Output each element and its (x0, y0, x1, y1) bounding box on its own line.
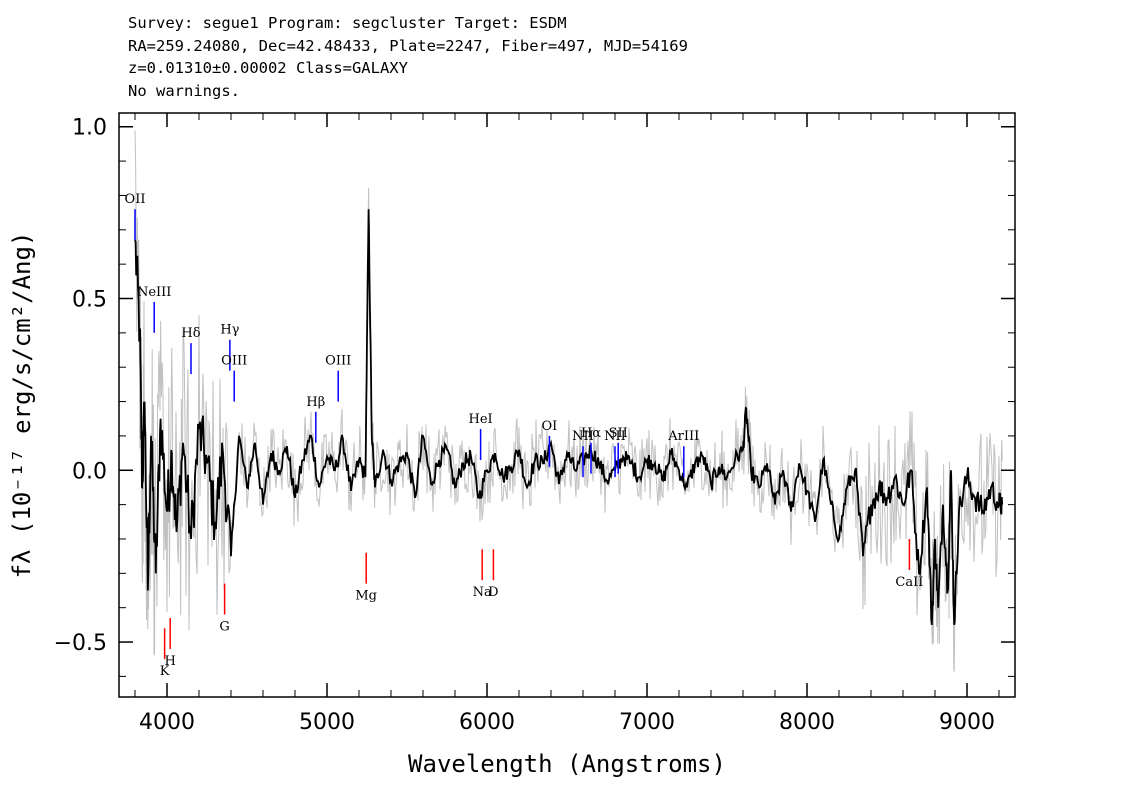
x-tick-label: 6000 (459, 710, 515, 735)
axis-ticks: 4000 5000 6000 7000 8000 9000 1.0 0.5 0.0 −0.5 (54, 113, 1015, 735)
absorption-line-label: CaII (895, 575, 923, 590)
emission-line-label: SII (609, 426, 628, 441)
emission-line-label: Hα (581, 426, 601, 441)
y-tick-label: 1.0 (72, 116, 107, 141)
plot-frame (118, 112, 1016, 698)
flux-spectrum (134, 209, 1004, 626)
x-tick-label: 7000 (619, 710, 675, 735)
emission-line-label: HeI (469, 412, 493, 427)
x-tick-label: 9000 (939, 710, 995, 735)
y-axis-label: fλ (10⁻¹⁷ erg/s/cm²/Ang) (8, 232, 36, 579)
emission-line-label: Hδ (181, 326, 200, 341)
absorption-line-label: G (219, 620, 229, 635)
absorption-line-label: K (160, 664, 170, 679)
x-axis-label: Wavelength (Angstroms) (408, 750, 726, 778)
y-tick-label: −0.5 (54, 631, 107, 656)
y-tick-label: 0.5 (72, 288, 107, 313)
absorption-line-label: D (488, 585, 498, 600)
x-tick-label: 8000 (779, 710, 835, 735)
emission-line-label: NeIII (137, 285, 171, 300)
header-survey-line: Survey: segue1 Program: segcluster Targe… (128, 14, 567, 32)
emission-line-label: NII (604, 429, 626, 444)
x-tick-label: 5000 (299, 710, 355, 735)
x-tick-label: 4000 (139, 710, 195, 735)
emission-line-label: OII (125, 192, 146, 207)
absorption-line-label: H (165, 654, 176, 669)
emission-line-label: OIII (221, 354, 247, 369)
flux-series-line (134, 209, 1004, 626)
y-tick-label: 0.0 (72, 459, 107, 484)
header-redshift-line: z=0.01310±0.00002 Class=GALAXY (128, 59, 408, 77)
emission-line-label: OI (542, 419, 558, 434)
absorption-line-label: Mg (355, 589, 377, 604)
emission-line-label: OIII (325, 354, 351, 369)
absorption-line-label: Na (473, 585, 492, 600)
header-coordinates-line: RA=259.24080, Dec=42.48433, Plate=2247, … (128, 36, 688, 55)
emission-line-label: Hβ (306, 395, 325, 410)
error-spectrum (134, 130, 1003, 672)
spectrum-header: Survey: segue1 Program: segcluster Targe… (128, 12, 688, 102)
error-series-line (134, 130, 1003, 672)
header-warnings-line: No warnings. (128, 81, 240, 100)
emission-line-label: ArIII (667, 429, 699, 444)
emission-line-label: NII (572, 429, 594, 444)
emission-line-label: Hγ (220, 323, 239, 338)
